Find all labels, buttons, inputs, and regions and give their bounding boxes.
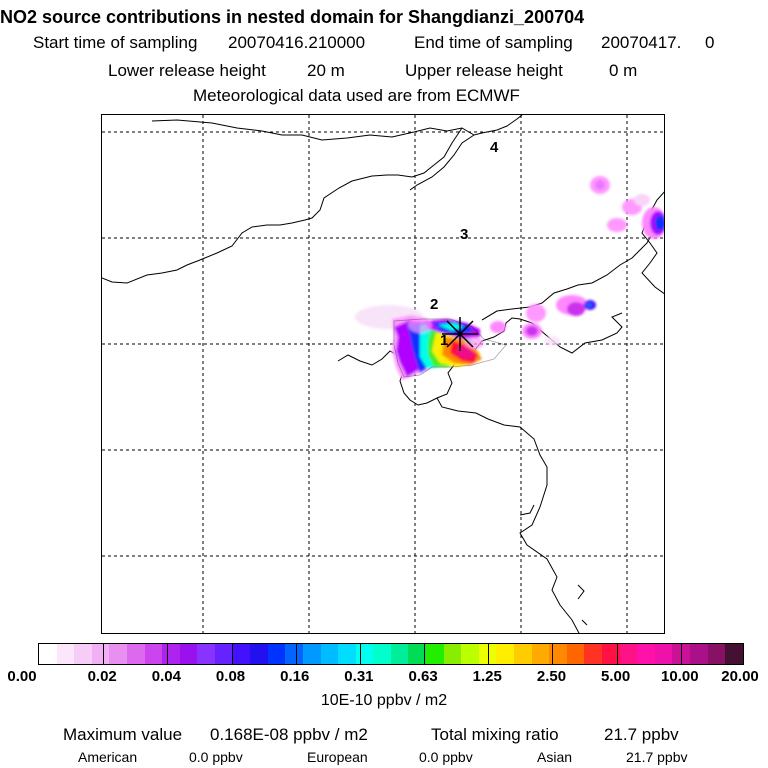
- end-time-value: 20070417. 0: [601, 33, 715, 52]
- colorbar-cell: [408, 644, 427, 664]
- colorbar-cell: [74, 644, 92, 664]
- colorbar-cell: [514, 644, 532, 664]
- colorbar-cell: [566, 644, 585, 664]
- colorbar-separator: [359, 644, 361, 664]
- colorbar-cell: [214, 644, 233, 664]
- colorbar-cell: [267, 644, 286, 664]
- colorbar-cell: [232, 644, 251, 664]
- marker-label-2: 2: [430, 296, 438, 313]
- colorbar-cell: [338, 644, 356, 664]
- american-value: 0.0 ppbv: [189, 749, 243, 765]
- colorbar-cell: [461, 644, 479, 664]
- colorbar-cell: [91, 644, 110, 664]
- colorbar-cell: [602, 644, 620, 664]
- colorbar-unit: 10E-10 ppbv / m2: [320, 692, 448, 709]
- max-value: 0.168E-08 ppbv / m2: [210, 725, 368, 744]
- american-label: American: [78, 749, 138, 765]
- european-label: European: [307, 749, 368, 765]
- colorbar-cell: [443, 644, 462, 664]
- colorbar-cell: [179, 644, 198, 664]
- lower-release-value: 20 m: [307, 61, 345, 80]
- total-mixing-value: 21.7 ppbv: [604, 725, 679, 744]
- colorbar-separator: [424, 644, 426, 664]
- colorbar-cell: [689, 644, 708, 664]
- colorbar-tick-label: 5.00: [601, 668, 631, 685]
- colorbar-cell: [478, 644, 497, 664]
- colorbar-cell: [285, 644, 303, 664]
- colorbar-tick-label: 0.00: [7, 668, 37, 685]
- colorbar-separator: [552, 644, 554, 664]
- colorbar-tick-label: 20.00: [721, 668, 759, 685]
- colorbar-cell: [250, 644, 268, 664]
- met-data-line: Meteorological data used are from ECMWF: [193, 86, 520, 105]
- colorbar-cell: [725, 644, 743, 664]
- colorbar-tick-label: 0.63: [408, 668, 438, 685]
- colorbar-cell: [707, 644, 726, 664]
- colorbar-tick-label: 1.25: [472, 668, 502, 685]
- total-mixing-label: Total mixing ratio: [431, 725, 559, 744]
- map-panel: 1 2 3 4: [101, 114, 665, 634]
- upper-release-value: 0 m: [609, 61, 638, 80]
- colorbar-cell: [126, 644, 145, 664]
- colorbar-tick-label: 0.04: [151, 668, 181, 685]
- colorbar-tick-label: 0.31: [344, 668, 374, 685]
- colorbar-cell: [56, 644, 75, 664]
- colorbar: [38, 643, 744, 665]
- start-time-label: Start time of sampling: [33, 33, 198, 52]
- colorbar-cell: [390, 644, 409, 664]
- asian-label: Asian: [537, 749, 573, 765]
- colorbar-cell: [496, 644, 515, 664]
- colorbar-tick-label: 2.50: [536, 668, 567, 685]
- colorbar-cell: [197, 644, 215, 664]
- colorbar-tick-label: 0.16: [280, 668, 310, 685]
- colorbar-cell: [637, 644, 655, 664]
- colorbar-cell: [39, 644, 57, 664]
- colorbar-cell: [302, 644, 321, 664]
- asian-value: 21.7 ppbv: [626, 749, 688, 765]
- upper-release-label: Upper release height: [405, 61, 563, 80]
- colorbar-separator: [295, 644, 297, 664]
- colorbar-separator: [616, 644, 618, 664]
- marker-label-3: 3: [460, 226, 468, 243]
- map-canvas: 1 2 3 4: [102, 115, 664, 633]
- colorbar-cell: [373, 644, 391, 664]
- colorbar-separator: [488, 644, 490, 664]
- colorbar-separator: [231, 644, 233, 664]
- colorbar-cell: [549, 644, 567, 664]
- colorbar-tick-label: 0.02: [87, 668, 117, 685]
- colorbar-cell: [320, 644, 339, 664]
- coastline: [337, 134, 658, 633]
- colorbar-cell: [144, 644, 163, 664]
- colorbar-tick-label: 10.00: [661, 668, 699, 685]
- graticule: [102, 115, 664, 633]
- colorbar-separator: [103, 644, 105, 664]
- colorbar-separator: [680, 644, 682, 664]
- colorbar-separator: [167, 644, 169, 664]
- colorbar-cell: [355, 644, 374, 664]
- start-time-value: 20070416.210000: [228, 33, 366, 52]
- colorbar-cell: [162, 644, 180, 664]
- page-title: NO2 source contributions in nested domai…: [0, 7, 585, 27]
- lower-release-label: Lower release height: [108, 61, 266, 80]
- colorbar-cell: [584, 644, 602, 664]
- end-time-label: End time of sampling: [414, 33, 573, 52]
- colorbar-cell: [619, 644, 638, 664]
- marker-label-4: 4: [490, 139, 499, 156]
- colorbar-cell: [531, 644, 550, 664]
- colorbar-cell: [654, 644, 673, 664]
- max-value-label: Maximum value: [63, 725, 183, 744]
- european-value: 0.0 ppbv: [419, 749, 473, 765]
- receptor-marker: [442, 317, 478, 351]
- colorbar-cell: [426, 644, 444, 664]
- colorbar-cell: [109, 644, 127, 664]
- concentration-plume: [355, 176, 664, 380]
- country-borders: [102, 115, 664, 295]
- marker-label-1: 1: [440, 332, 448, 349]
- colorbar-tick-label: 0.08: [215, 668, 246, 685]
